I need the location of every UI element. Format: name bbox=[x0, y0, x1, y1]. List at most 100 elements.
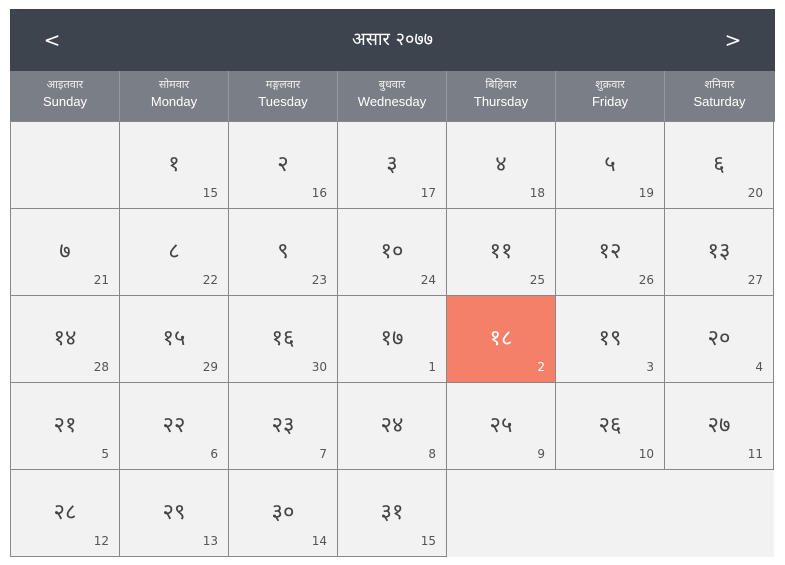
day-cell[interactable]: १५ 29 bbox=[120, 296, 229, 383]
next-month-button[interactable]: > bbox=[724, 28, 742, 52]
weekday-wednesday: बुधवार Wednesday bbox=[338, 71, 447, 121]
weekday-tuesday: मङ्गलवार Tuesday bbox=[229, 71, 338, 121]
day-cell[interactable]: १ 15 bbox=[120, 122, 229, 209]
nepali-day-number: १० bbox=[380, 239, 404, 264]
nepali-day-number: २७ bbox=[707, 413, 731, 438]
day-cell[interactable]: १० 24 bbox=[338, 209, 447, 296]
prev-month-button[interactable]: < bbox=[43, 28, 61, 52]
day-cell[interactable]: २९ 13 bbox=[120, 470, 229, 557]
nepali-day-number: ६ bbox=[713, 152, 725, 177]
day-cell[interactable]: २३ 7 bbox=[229, 383, 338, 470]
nepali-day-number: १ bbox=[168, 152, 180, 177]
empty-day-cell bbox=[665, 470, 774, 557]
nepali-day-number: ३ bbox=[386, 152, 398, 177]
weekday-english-label: Tuesday bbox=[258, 94, 308, 109]
english-date: 2 bbox=[537, 360, 545, 374]
day-cell[interactable]: ४ 18 bbox=[447, 122, 556, 209]
english-date: 27 bbox=[747, 273, 763, 287]
day-cell[interactable]: १७ 1 bbox=[338, 296, 447, 383]
day-cell[interactable]: ११ 25 bbox=[447, 209, 556, 296]
month-title: असार २०७७ bbox=[351, 29, 434, 50]
nepali-day-number: २१ bbox=[53, 413, 77, 438]
english-date: 16 bbox=[311, 186, 327, 200]
calendar: < असार २०७७ > आइतवार Sunday सोमवार Monday … bbox=[10, 9, 775, 557]
day-cell[interactable]: २६ 10 bbox=[556, 383, 665, 470]
day-cell[interactable]: ३ 17 bbox=[338, 122, 447, 209]
nepali-day-number: १५ bbox=[162, 326, 186, 351]
weekday-nepali-label: बिहिवार bbox=[485, 78, 517, 91]
nepali-day-number: ७ bbox=[59, 239, 71, 264]
english-date: 24 bbox=[420, 273, 436, 287]
weekday-nepali-label: सोमवार bbox=[158, 78, 190, 91]
nepali-day-number: १७ bbox=[380, 326, 404, 351]
weekday-english-label: Monday bbox=[150, 94, 198, 109]
english-date: 17 bbox=[420, 186, 436, 200]
weekday-english-label: Wednesday bbox=[357, 94, 427, 109]
nepali-day-number: ४ bbox=[495, 152, 507, 177]
nepali-day-number: ८ bbox=[168, 239, 180, 264]
english-date: 13 bbox=[202, 534, 218, 548]
weekday-english-label: Friday bbox=[591, 94, 629, 109]
day-cell[interactable]: ३१ 15 bbox=[338, 470, 447, 557]
day-cell[interactable]: ३० 14 bbox=[229, 470, 338, 557]
nepali-day-number: २६ bbox=[598, 413, 622, 438]
nepali-day-number: १३ bbox=[707, 239, 731, 264]
day-cell[interactable]: २७ 11 bbox=[665, 383, 774, 470]
days-grid: १ 15 २ 16 ३ 17 ४ 18 ५ 19 ६ 20 ७ 21 ८ 22 ९ 23 १० 24… bbox=[10, 121, 775, 557]
day-cell[interactable]: १९ 3 bbox=[556, 296, 665, 383]
day-cell[interactable]: २ 16 bbox=[229, 122, 338, 209]
nepali-day-number: १२ bbox=[598, 239, 622, 264]
nepali-day-number: २० bbox=[707, 326, 731, 351]
nepali-day-number: ३१ bbox=[380, 500, 404, 525]
english-date: 9 bbox=[537, 447, 545, 461]
day-cell[interactable]: ८ 22 bbox=[120, 209, 229, 296]
day-cell[interactable]: ७ 21 bbox=[11, 209, 120, 296]
weekday-monday: सोमवार Monday bbox=[120, 71, 229, 121]
day-cell[interactable]: २५ 9 bbox=[447, 383, 556, 470]
weekday-nepali-label: शनिवार bbox=[704, 78, 735, 91]
english-date: 15 bbox=[420, 534, 436, 548]
weekday-nepali-label: आइतवार bbox=[46, 78, 84, 91]
nepali-day-number: २४ bbox=[380, 413, 404, 438]
weekday-friday: शुक्रवार Friday bbox=[556, 71, 665, 121]
nepali-day-number: १६ bbox=[271, 326, 295, 351]
english-date: 15 bbox=[202, 186, 218, 200]
day-cell[interactable]: २४ 8 bbox=[338, 383, 447, 470]
english-date: 30 bbox=[311, 360, 327, 374]
weekday-english-label: Sunday bbox=[42, 94, 88, 109]
english-date: 1 bbox=[428, 360, 436, 374]
nepali-day-number: ११ bbox=[489, 239, 513, 264]
weekday-nepali-label: मङ्गलवार bbox=[265, 78, 301, 91]
english-date: 25 bbox=[529, 273, 545, 287]
day-cell[interactable]: १६ 30 bbox=[229, 296, 338, 383]
nepali-day-number: २९ bbox=[162, 500, 186, 525]
english-date: 7 bbox=[319, 447, 327, 461]
empty-day-cell bbox=[556, 470, 665, 557]
nepali-day-number: ३० bbox=[271, 500, 295, 525]
calendar-header: < असार २०७७ > bbox=[10, 9, 775, 71]
day-cell[interactable]: २२ 6 bbox=[120, 383, 229, 470]
day-cell[interactable]: २० 4 bbox=[665, 296, 774, 383]
english-date: 19 bbox=[638, 186, 654, 200]
english-date: 29 bbox=[202, 360, 218, 374]
weekday-english-label: Saturday bbox=[693, 94, 746, 109]
day-cell[interactable]: १३ 27 bbox=[665, 209, 774, 296]
english-date: 14 bbox=[311, 534, 327, 548]
day-cell[interactable]: ५ 19 bbox=[556, 122, 665, 209]
weekday-nepali-label: शुक्रवार bbox=[595, 78, 625, 91]
nepali-day-number: १४ bbox=[53, 326, 77, 351]
day-cell[interactable]: २१ 5 bbox=[11, 383, 120, 470]
weekday-sunday: आइतवार Sunday bbox=[11, 71, 120, 121]
english-date: 6 bbox=[210, 447, 218, 461]
day-cell[interactable]: ६ 20 bbox=[665, 122, 774, 209]
nepali-day-number: २२ bbox=[162, 413, 186, 438]
nepali-day-number: ९ bbox=[277, 239, 289, 264]
day-cell[interactable]: २८ 12 bbox=[11, 470, 120, 557]
today-day-cell[interactable]: १८ 2 bbox=[447, 296, 556, 383]
english-date: 23 bbox=[311, 273, 327, 287]
english-date: 10 bbox=[638, 447, 654, 461]
day-cell[interactable]: १४ 28 bbox=[11, 296, 120, 383]
day-cell[interactable]: १२ 26 bbox=[556, 209, 665, 296]
day-cell[interactable]: ९ 23 bbox=[229, 209, 338, 296]
english-date: 28 bbox=[93, 360, 109, 374]
